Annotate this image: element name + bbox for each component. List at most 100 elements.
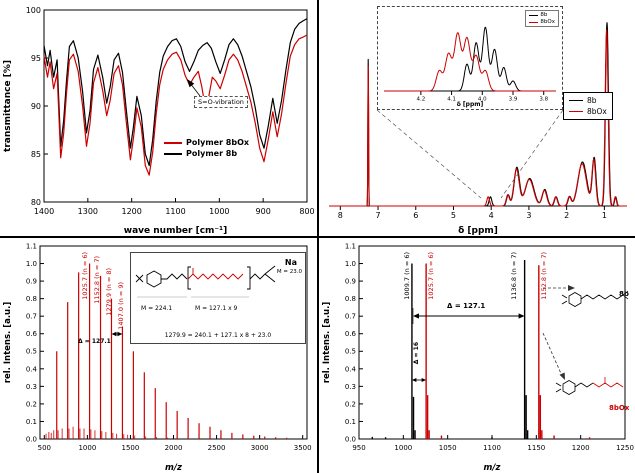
series-8b (371, 260, 529, 439)
x-axis-title: m/z (484, 463, 501, 473)
legend-label: Polymer 8b (186, 149, 238, 158)
y-tick-label: 0.3 (26, 383, 37, 391)
y-tick-label: 0.0 (345, 435, 356, 443)
legend-label: 8b (540, 12, 548, 18)
nmr-chart: 8 7 6 5 4 3 2 1 δ [ppm] (328, 22, 628, 236)
y-tick-label: 1.0 (26, 260, 37, 268)
x-tick-label: 4.1 (447, 97, 456, 103)
maldi-zoom-chart: 950 1000 1050 1100 1150 1200 1250 0.0 0.1 0.2 0.3 0… (322, 242, 634, 473)
y-tick-label: 100 (26, 6, 41, 15)
endgroup-mass-label: M = 224.1 (141, 305, 173, 312)
legend-item: 8bOx (569, 107, 607, 116)
x-tick-label: 2 (564, 211, 569, 220)
nmr-legend: 8b 8bOx (563, 92, 613, 120)
y-tick-label: 0.4 (345, 365, 357, 373)
x-tick-label: 1000 (394, 444, 412, 452)
panel-maldi-full: 500 1000 1500 2000 2500 3000 3500 0.0 0.1 0.2 0.3 0… (0, 238, 317, 473)
x-tick-label: 3.9 (509, 97, 518, 103)
y-tick-label: 0.7 (345, 313, 356, 321)
legend-line-black (164, 152, 182, 155)
repeat-mass-label: M = 127.1 x 9 (195, 305, 238, 312)
x-tick-label: 1400 (34, 207, 54, 216)
legend-line-black (569, 100, 583, 101)
y-axis-title: rel. Intens. [a.u.] (322, 302, 332, 384)
y-tick-label: 0.3 (345, 383, 356, 391)
delta-major-annotation: Δ = 127.1 (447, 302, 486, 310)
polymer-structure-drawing (135, 265, 276, 298)
x-tick-label: 1500 (122, 444, 140, 452)
series-minor-series (45, 426, 168, 439)
x-axis-title: δ [ppm] (458, 226, 498, 236)
legend-item: Polymer 8b (164, 149, 249, 158)
y-tick-label: 0.8 (26, 295, 37, 303)
y-tick-label: 0.6 (345, 330, 357, 338)
legend-item: 8b (529, 12, 555, 18)
y-tick-label: 0.7 (26, 313, 37, 321)
series-8bOx (383, 32, 557, 92)
legend-label: 8bOx (540, 19, 555, 25)
x-tick-label: 1200 (121, 207, 141, 216)
y-tick-label: 0.0 (26, 435, 37, 443)
so-vibration-annotation: S=O-vibration (194, 96, 248, 108)
panel-nmr: 8 7 6 5 4 3 2 1 δ [ppm] 4.2 4.1 4.0 3.9 3.8 δ [ppm] 8… (319, 0, 635, 236)
series-8bOx-distribution (56, 263, 288, 439)
x-tick-label: 4.2 (416, 97, 425, 103)
x-tick-label: 1000 (209, 207, 229, 216)
x-tick-label: 4 (489, 211, 494, 220)
nmr-inset-legend: 8b 8bOx (525, 10, 559, 27)
series-8b (383, 26, 557, 92)
legend-label: Polymer 8bOx (186, 138, 250, 147)
nmr-inset-chart: 4.2 4.1 4.0 3.9 3.8 δ [ppm] (383, 26, 557, 108)
y-axis-title: transmittance [%] (3, 60, 13, 152)
y-tick-label: 0.2 (345, 400, 356, 408)
y-tick-label: 90 (31, 102, 41, 111)
x-tick-label: 3500 (294, 444, 312, 452)
x-tick-label: 1100 (483, 444, 501, 452)
peak-label: 1279.9 (n = 8) (105, 268, 113, 316)
structure-label-8box: 8bOx (609, 404, 630, 412)
x-tick-label: 1100 (165, 207, 185, 216)
y-tick-label: 85 (31, 150, 41, 159)
y-tick-label: 1.1 (26, 242, 37, 250)
x-tick-label: 950 (352, 444, 365, 452)
y-tick-label: 0.1 (345, 418, 356, 426)
x-tick-label: 3000 (251, 444, 269, 452)
peak-label: 1136.8 (n = 7) (510, 252, 518, 300)
x-tick-label: 1 (602, 211, 607, 220)
series-8bOx (425, 263, 591, 439)
legend-line-red (529, 21, 539, 23)
y-tick-label: 0.5 (345, 348, 356, 356)
series-8bOx (328, 29, 628, 207)
peak-label: 1152.8 (n = 7) (540, 252, 548, 300)
legend-label: 8b (587, 96, 597, 105)
delta-minor-annotation: Δ = 16 (413, 342, 420, 365)
series-Polymer 8b (43, 18, 308, 167)
y-tick-label: 1.1 (345, 242, 356, 250)
x-axis-title: wave number [cm⁻¹] (124, 226, 227, 236)
y-tick-label: 0.2 (26, 400, 37, 408)
legend-item: Polymer 8bOx (164, 138, 249, 147)
legend-line-black (529, 14, 539, 16)
x-tick-label: 3.8 (539, 97, 548, 103)
x-axis-title: δ [ppm] (457, 101, 484, 108)
maldi-full-chart: 500 1000 1500 2000 2500 3000 3500 0.0 0.1 0.2 0.3 0… (3, 242, 312, 473)
panel-ir: 1400 1300 1200 1100 1000 900 800 80 85 90 95 100 wav… (0, 0, 317, 236)
sodium-label: Na (284, 258, 297, 267)
y-tick-label: 80 (31, 198, 41, 207)
y-tick-label: 0.8 (345, 295, 356, 303)
x-tick-label: 800 (299, 207, 314, 216)
series-Polymer 8bOx (43, 34, 308, 176)
x-tick-label: 4.0 (478, 97, 487, 103)
y-tick-label: 1.0 (345, 260, 356, 268)
sodium-mass-label: M = 23.0 (276, 269, 302, 275)
bracket-right (247, 266, 251, 290)
x-tick-label: 1250 (616, 444, 634, 452)
structure-inset: Na M = 23.0 M = 224.1 M = 127.1 x 9 1279… (130, 252, 306, 344)
legend-item: 8bOx (529, 19, 555, 25)
peak-label: 1009.7 (n = 6) (403, 252, 411, 300)
mass-formula: 1279.9 = 240.1 + 127.1 x 8 + 23.0 (164, 332, 272, 339)
benzene-ring (146, 270, 162, 288)
peak-label: 1152.8 (n = 7) (93, 256, 101, 304)
bracket-left (187, 266, 191, 290)
